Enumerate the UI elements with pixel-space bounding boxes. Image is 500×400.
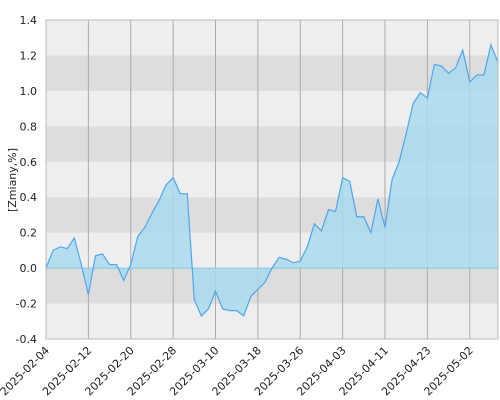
y-tick-label: -0.2	[16, 298, 37, 311]
y-tick-label: 0.0	[20, 262, 38, 275]
grid-band	[46, 268, 498, 304]
line	[45, 42, 499, 318]
y-tick-label: 0.4	[20, 191, 38, 204]
y-tick-label: 1.2	[20, 49, 38, 62]
y-tick-label: 0.2	[20, 227, 38, 240]
y-tick-label: 1.4	[20, 14, 38, 27]
y-tick-label: 1.0	[20, 85, 38, 98]
y-axis-label: [Zmiany,%]	[6, 148, 19, 212]
grid-band	[46, 303, 498, 339]
grid-band	[46, 20, 498, 56]
y-tick-label: -0.4	[16, 333, 37, 346]
grid-band	[46, 55, 498, 91]
plot-border	[45, 19, 499, 340]
y-tick-label: 0.6	[20, 156, 38, 169]
y-tick-label: 0.8	[20, 120, 38, 133]
area	[46, 44, 498, 316]
